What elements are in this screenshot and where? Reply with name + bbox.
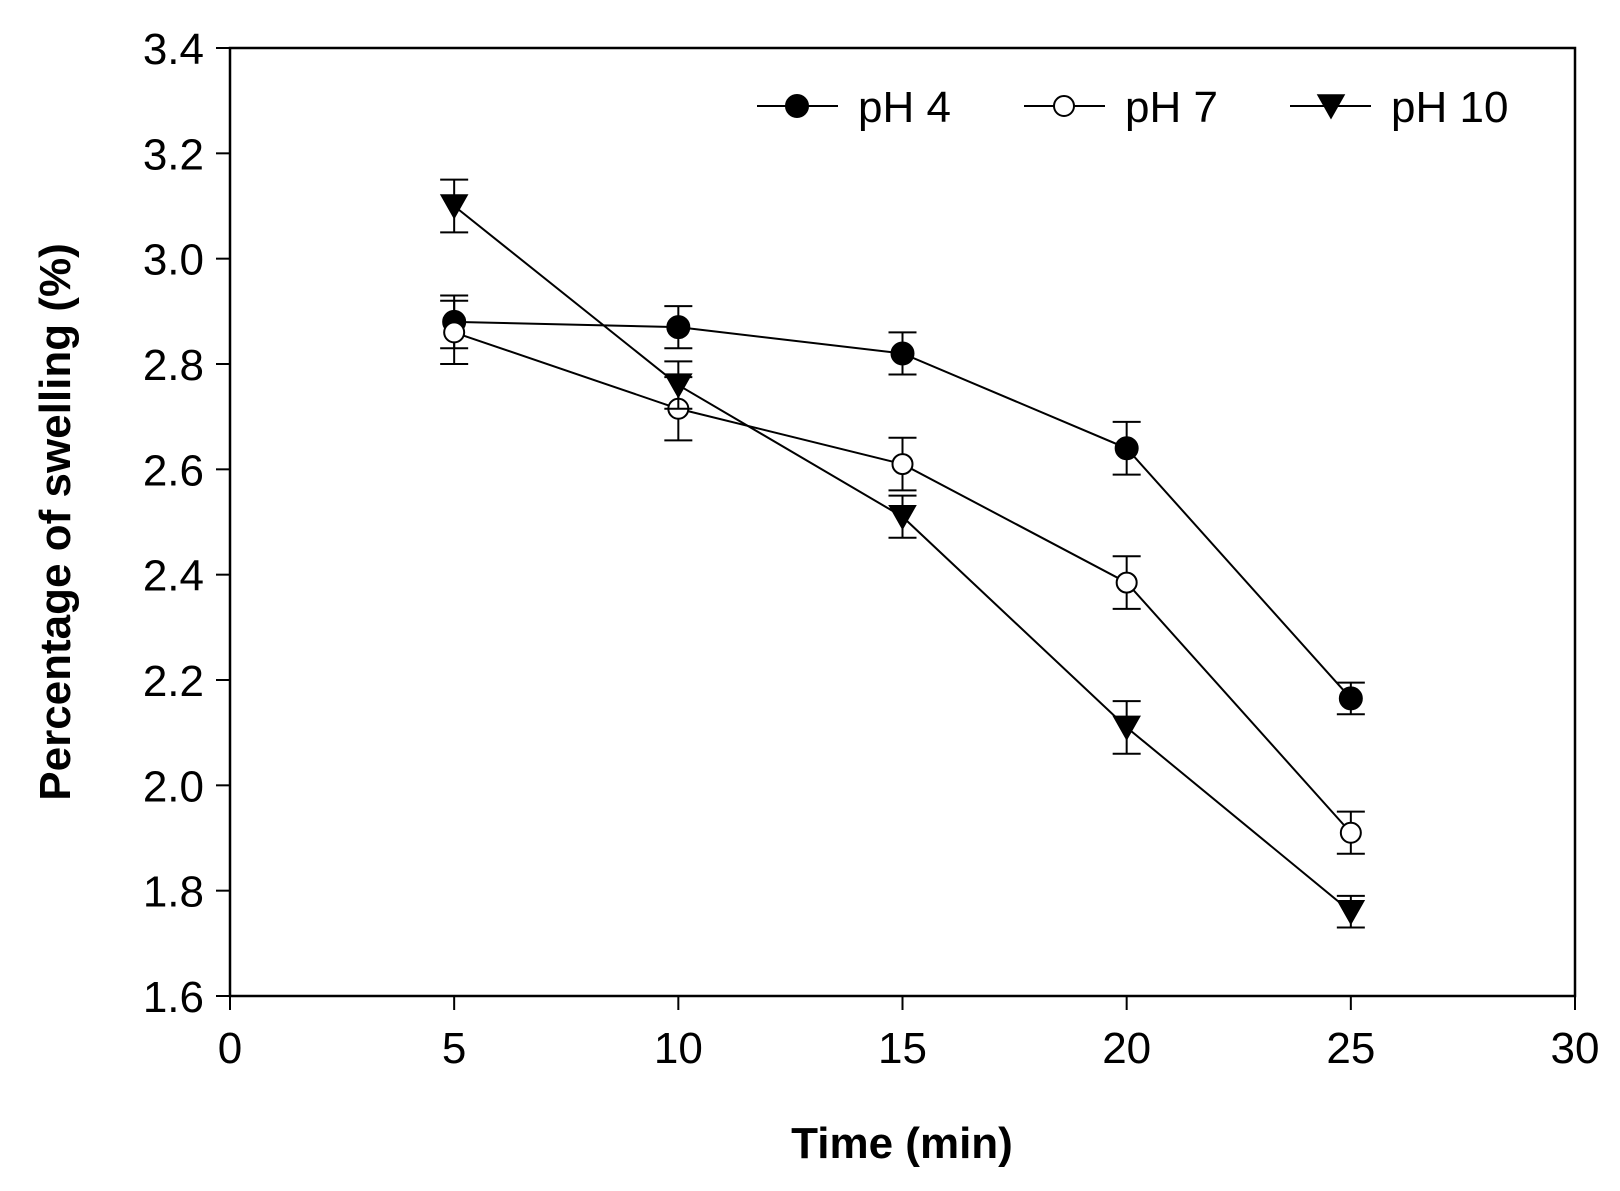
y-tick-label-2.8: 2.8 (143, 341, 204, 390)
data-point-ph7-25 (1339, 821, 1362, 844)
data-point-ph10-25 (1336, 899, 1366, 926)
series-line-ph10 (453, 205, 1352, 913)
y-tick-label-1.6: 1.6 (143, 973, 204, 1022)
legend-marker-ph10 (1316, 94, 1346, 120)
legend: pH 4 pH 7 pH 10 (757, 83, 1508, 132)
y-tick-label-2.4: 2.4 (143, 552, 204, 601)
x-axis-ticks: 0 5 10 15 20 25 30 (218, 996, 1600, 1073)
x-tick-label-10: 10 (654, 1024, 703, 1073)
x-tick-label-15: 15 (878, 1024, 927, 1073)
y-tick-label-3.0: 3.0 (143, 236, 204, 285)
series-line-ph7 (453, 331, 1352, 834)
y-tick-label-2.0: 2.0 (143, 762, 204, 811)
legend-item-ph10: pH 10 (1290, 83, 1508, 132)
x-tick-label-30: 30 (1551, 1024, 1600, 1073)
x-tick-label-20: 20 (1102, 1024, 1151, 1073)
legend-marker-ph7 (1053, 95, 1075, 117)
series-ph7 (440, 299, 1365, 855)
x-tick-label-5: 5 (442, 1024, 466, 1073)
legend-marker-ph4 (785, 94, 809, 118)
legend-label-ph4: pH 4 (858, 83, 951, 132)
series-ph4 (440, 294, 1365, 716)
series-layer (439, 178, 1366, 929)
x-axis-title: Time (min) (791, 1119, 1013, 1168)
series-ph10 (439, 178, 1366, 929)
legend-label-ph7: pH 7 (1125, 83, 1218, 132)
data-point-ph10-5 (439, 194, 469, 220)
legend-label-ph10: pH 10 (1391, 83, 1508, 132)
data-point-ph7-15 (891, 453, 914, 476)
data-point-ph4-25 (1338, 686, 1363, 711)
data-point-ph10-15 (888, 504, 917, 531)
data-point-ph4-15 (890, 341, 915, 366)
y-axis-title: Percentage of swelling (%) (31, 243, 80, 800)
legend-item-ph4: pH 4 (757, 83, 951, 132)
y-tick-label-2.6: 2.6 (143, 446, 204, 495)
y-tick-label-3.2: 3.2 (143, 130, 204, 179)
legend-item-ph7: pH 7 (1024, 83, 1218, 132)
data-point-ph10-20 (1112, 715, 1141, 741)
data-point-ph10-10 (664, 373, 693, 399)
y-tick-label-2.2: 2.2 (143, 657, 204, 706)
x-tick-label-25: 25 (1326, 1024, 1375, 1073)
x-tick-label-0: 0 (218, 1024, 242, 1073)
y-tick-label-3.4: 3.4 (143, 25, 204, 74)
data-point-ph4-20 (1114, 436, 1139, 461)
y-axis-ticks: 1.6 1.8 2.0 2.2 2.4 2.6 2.8 3.0 3.2 3.4 (143, 25, 230, 1022)
y-tick-label-1.8: 1.8 (143, 868, 204, 917)
data-point-ph4-10 (666, 315, 691, 340)
data-point-ph7-5 (443, 321, 466, 344)
data-point-ph7-20 (1115, 571, 1138, 594)
